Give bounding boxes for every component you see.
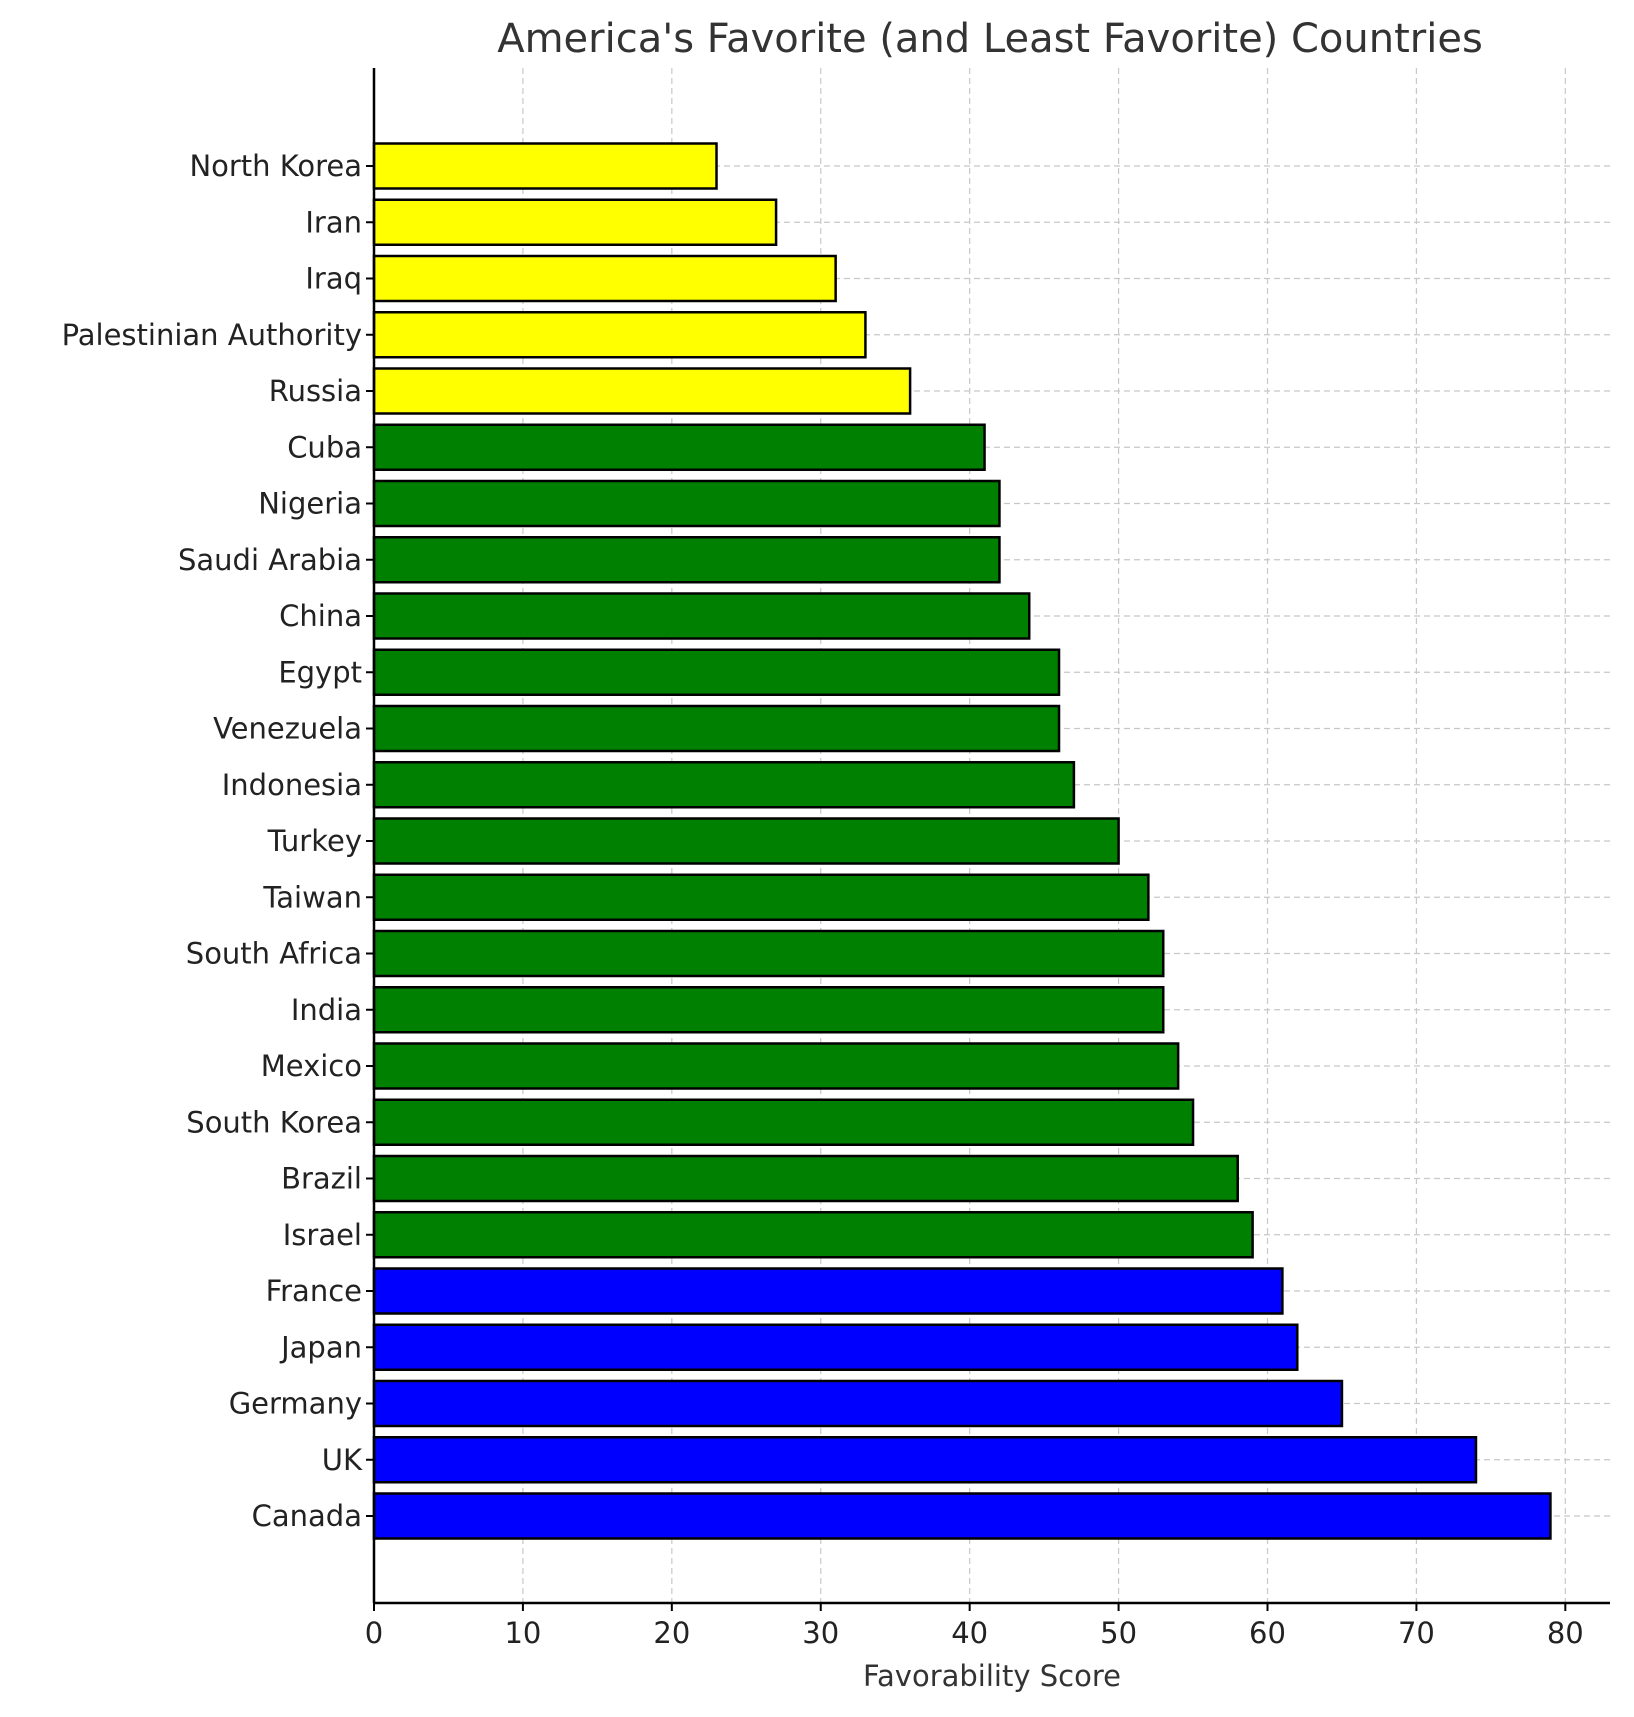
x-tick-label: 70 xyxy=(1398,1616,1435,1650)
y-tick-label: Egypt xyxy=(278,655,362,689)
y-tick-label: Nigeria xyxy=(258,487,362,521)
bar-saudi-arabia xyxy=(372,536,1001,584)
y-tick-label: Brazil xyxy=(281,1162,362,1196)
bar-indonesia xyxy=(372,761,1076,809)
bar-palestinian-authority xyxy=(372,311,867,359)
bar-egypt xyxy=(372,648,1061,696)
bar-nigeria xyxy=(372,479,1001,528)
x-tick-label: 0 xyxy=(365,1616,383,1650)
bar-iraq xyxy=(372,254,837,303)
y-tick-label: Cuba xyxy=(287,430,362,464)
x-tick-label: 80 xyxy=(1547,1616,1584,1650)
x-tick-label: 50 xyxy=(1100,1616,1137,1650)
y-tick-label: Mexico xyxy=(261,1049,362,1083)
bar-japan xyxy=(372,1323,1299,1371)
y-tick-label: Iraq xyxy=(305,262,362,296)
x-tick-label: 40 xyxy=(951,1616,988,1650)
y-tick-label: India xyxy=(291,993,362,1027)
y-tick-label: UK xyxy=(322,1443,363,1477)
y-tick-label: Taiwan xyxy=(262,880,362,914)
y-tick-label: Indonesia xyxy=(222,768,362,802)
bar-south-korea xyxy=(372,1098,1195,1146)
y-tick-label: Iran xyxy=(305,205,362,239)
bars xyxy=(372,142,1552,1540)
y-tick-label: Palestinian Authority xyxy=(62,318,362,352)
y-tick-label: North Korea xyxy=(189,149,362,183)
bar-india xyxy=(372,986,1165,1034)
bar-south-africa xyxy=(372,929,1165,978)
x-tick-label: 60 xyxy=(1249,1616,1286,1650)
bar-israel xyxy=(372,1211,1254,1259)
y-tick-label: South Africa xyxy=(186,937,362,971)
y-tick-label: Canada xyxy=(252,1499,362,1533)
bar-venezuela xyxy=(372,704,1061,753)
bar-china xyxy=(372,592,1031,640)
y-tick-label: South Korea xyxy=(186,1105,362,1139)
chart-title: America's Favorite (and Least Favorite) … xyxy=(497,16,1483,62)
bar-taiwan xyxy=(372,873,1150,921)
x-tick-label: 20 xyxy=(653,1616,690,1650)
y-tick-label: Venezuela xyxy=(213,712,362,746)
bar-cuba xyxy=(372,423,986,471)
bar-uk xyxy=(372,1436,1478,1484)
y-axis-ticks: Canada UK Germany Japan France Israel Brazil So… xyxy=(62,149,374,1533)
y-tick-label: Japan xyxy=(279,1330,362,1364)
y-tick-label: China xyxy=(279,599,362,633)
x-axis-ticks: 0 10 20 30 40 50 60 70 80 xyxy=(365,1603,1584,1650)
bar-iran xyxy=(372,198,778,246)
bar-france xyxy=(372,1267,1284,1315)
x-axis-label: Favorability Score xyxy=(863,1659,1121,1693)
bar-russia xyxy=(372,367,912,415)
bar-germany xyxy=(372,1379,1344,1428)
bar-canada xyxy=(372,1492,1552,1540)
y-tick-label: Turkey xyxy=(267,824,362,858)
bar-brazil xyxy=(372,1154,1239,1203)
y-tick-label: Israel xyxy=(283,1218,362,1252)
y-tick-label: Germany xyxy=(229,1387,362,1421)
x-tick-label: 10 xyxy=(504,1616,541,1650)
x-tick-label: 30 xyxy=(802,1616,839,1650)
y-tick-label: Saudi Arabia xyxy=(178,543,362,577)
y-tick-label: Russia xyxy=(269,374,362,408)
bar-turkey xyxy=(372,817,1120,865)
bar-mexico xyxy=(372,1042,1180,1090)
bar-north-korea xyxy=(372,142,718,190)
y-tick-label: France xyxy=(266,1274,362,1308)
